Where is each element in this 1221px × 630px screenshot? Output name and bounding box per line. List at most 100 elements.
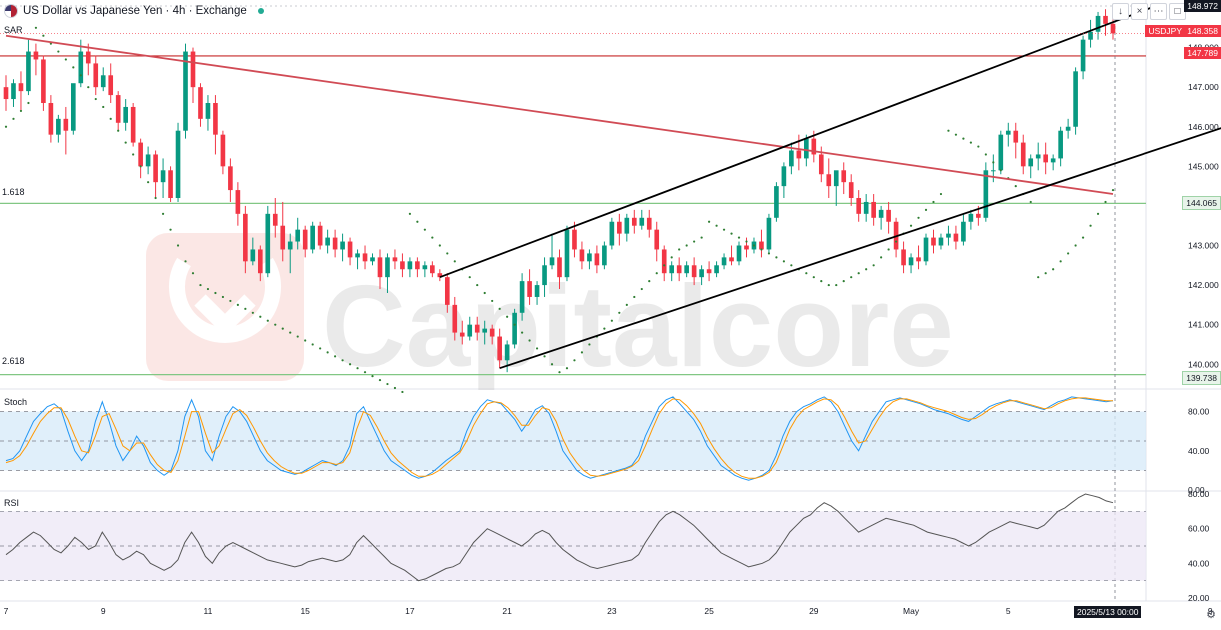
candle-body-148 (1110, 23, 1116, 34)
time-tick-2: 11 (204, 606, 213, 616)
candle-body-8 (63, 118, 69, 131)
candle-body-57 (430, 265, 435, 274)
candle-body-4 (33, 51, 39, 60)
sar-dot-112 (842, 280, 845, 283)
time-tick-7: 25 (704, 606, 714, 616)
trendline-channel_lower (499, 127, 1221, 370)
price-tag-support-low: 139.738 (1182, 371, 1221, 385)
arrow-down-icon[interactable]: ↓ (1112, 3, 1129, 20)
candle-body-68 (512, 312, 517, 345)
sar-dot-109 (820, 280, 823, 283)
candle-body-131 (983, 170, 989, 218)
candle-body-109 (818, 154, 824, 175)
candle-body-92 (691, 265, 697, 278)
sar-dot-145 (1089, 224, 1092, 227)
sar-dot-19 (147, 181, 150, 184)
candle-body-23 (175, 130, 181, 198)
candle-body-134 (1005, 130, 1011, 135)
candle-body-135 (1013, 130, 1019, 143)
sar-dot-94 (707, 220, 711, 223)
sar-dot-82 (618, 311, 621, 314)
sar-dot-103 (775, 256, 778, 259)
candle-body-79 (594, 253, 600, 266)
sar-dot-70 (528, 339, 531, 342)
candle-body-5 (41, 59, 46, 103)
sar-dot-137 (1029, 200, 1032, 204)
candle-body-146 (1095, 15, 1101, 32)
candle-body-11 (85, 51, 91, 64)
sar-dot-34 (259, 315, 262, 318)
candle-body-125 (938, 237, 944, 246)
sar-dot-148 (1111, 188, 1115, 192)
candle-body-34 (257, 249, 263, 274)
sar-dot-21 (161, 212, 165, 215)
sar-dot-104 (782, 260, 785, 263)
time-tick-8: 29 (809, 606, 819, 616)
sar-dot-71 (535, 347, 539, 350)
sar-dot-22 (169, 228, 172, 231)
candle-body-98 (736, 245, 742, 262)
candle-body-97 (729, 257, 734, 262)
sar-dot-119 (894, 240, 898, 243)
candle-body-38 (287, 241, 293, 250)
sar-dot-46 (348, 363, 352, 366)
sar-dot-80 (603, 327, 606, 330)
candle-body-21 (160, 170, 166, 183)
sar-dot-72 (543, 355, 546, 358)
candle-body-66 (497, 336, 502, 361)
sar-label: SAR (4, 25, 23, 35)
candle-body-117 (878, 209, 884, 218)
candle-body-15 (115, 95, 121, 123)
sar-dot-58 (438, 244, 441, 247)
watermark-text: Capitalcore (322, 261, 954, 391)
more-icon[interactable]: ⋯ (1150, 3, 1167, 20)
sar-dot-126 (947, 129, 950, 132)
candle-body-87 (654, 229, 660, 250)
sar-dot-10 (79, 74, 82, 77)
sar-dot-2 (19, 109, 23, 113)
rsi-tick-0: 20.00 (1188, 593, 1210, 603)
sar-dot-123 (924, 208, 928, 211)
sar-dot-125 (939, 192, 943, 196)
candle-body-111 (833, 170, 839, 187)
gear-icon[interactable]: ⚙ (1206, 609, 1216, 621)
candle-body-75 (564, 229, 570, 278)
candle-body-113 (848, 182, 854, 198)
candle-body-141 (1058, 130, 1063, 159)
candle-body-65 (489, 328, 495, 337)
sar-dot-28 (214, 291, 217, 295)
rsi-label: RSI (4, 498, 20, 508)
watermark-logo-mark-inner (194, 294, 256, 337)
time-tick-0: 7 (4, 606, 9, 616)
sar-dot-54 (408, 212, 412, 215)
sar-dot-52 (393, 386, 397, 390)
candle-body-29 (220, 134, 226, 167)
candle-body-116 (871, 201, 876, 218)
candle-body-147 (1103, 15, 1108, 24)
candle-body-126 (946, 233, 951, 238)
candle-body-112 (841, 170, 847, 183)
candle-body-83 (624, 217, 630, 234)
sar-dot-124 (932, 200, 935, 204)
sar-dot-116 (872, 264, 875, 267)
price-tag-resistance: 147.789 (1184, 47, 1221, 59)
price-tick-3: 143.000 (1188, 241, 1219, 251)
candle-body-30 (228, 166, 233, 191)
sar-dot-98 (737, 236, 741, 239)
close-icon[interactable]: × (1131, 3, 1148, 20)
candle-body-127 (953, 233, 959, 242)
sar-dot-144 (1081, 236, 1085, 239)
sar-dot-77 (580, 351, 584, 354)
fib-label-lower: 2.618 (2, 356, 25, 366)
candle-body-74 (557, 257, 562, 278)
time-tick-10: 5 (1006, 606, 1011, 616)
candle-body-107 (804, 138, 809, 159)
candle-body-71 (534, 285, 540, 297)
price-tick-1: 141.000 (1188, 320, 1219, 330)
candle-body-7 (56, 118, 61, 135)
sar-dot-43 (326, 351, 329, 354)
sar-dot-64 (483, 291, 486, 295)
sar-dot-102 (767, 252, 771, 255)
rsi-tick-2: 60.00 (1188, 524, 1210, 534)
